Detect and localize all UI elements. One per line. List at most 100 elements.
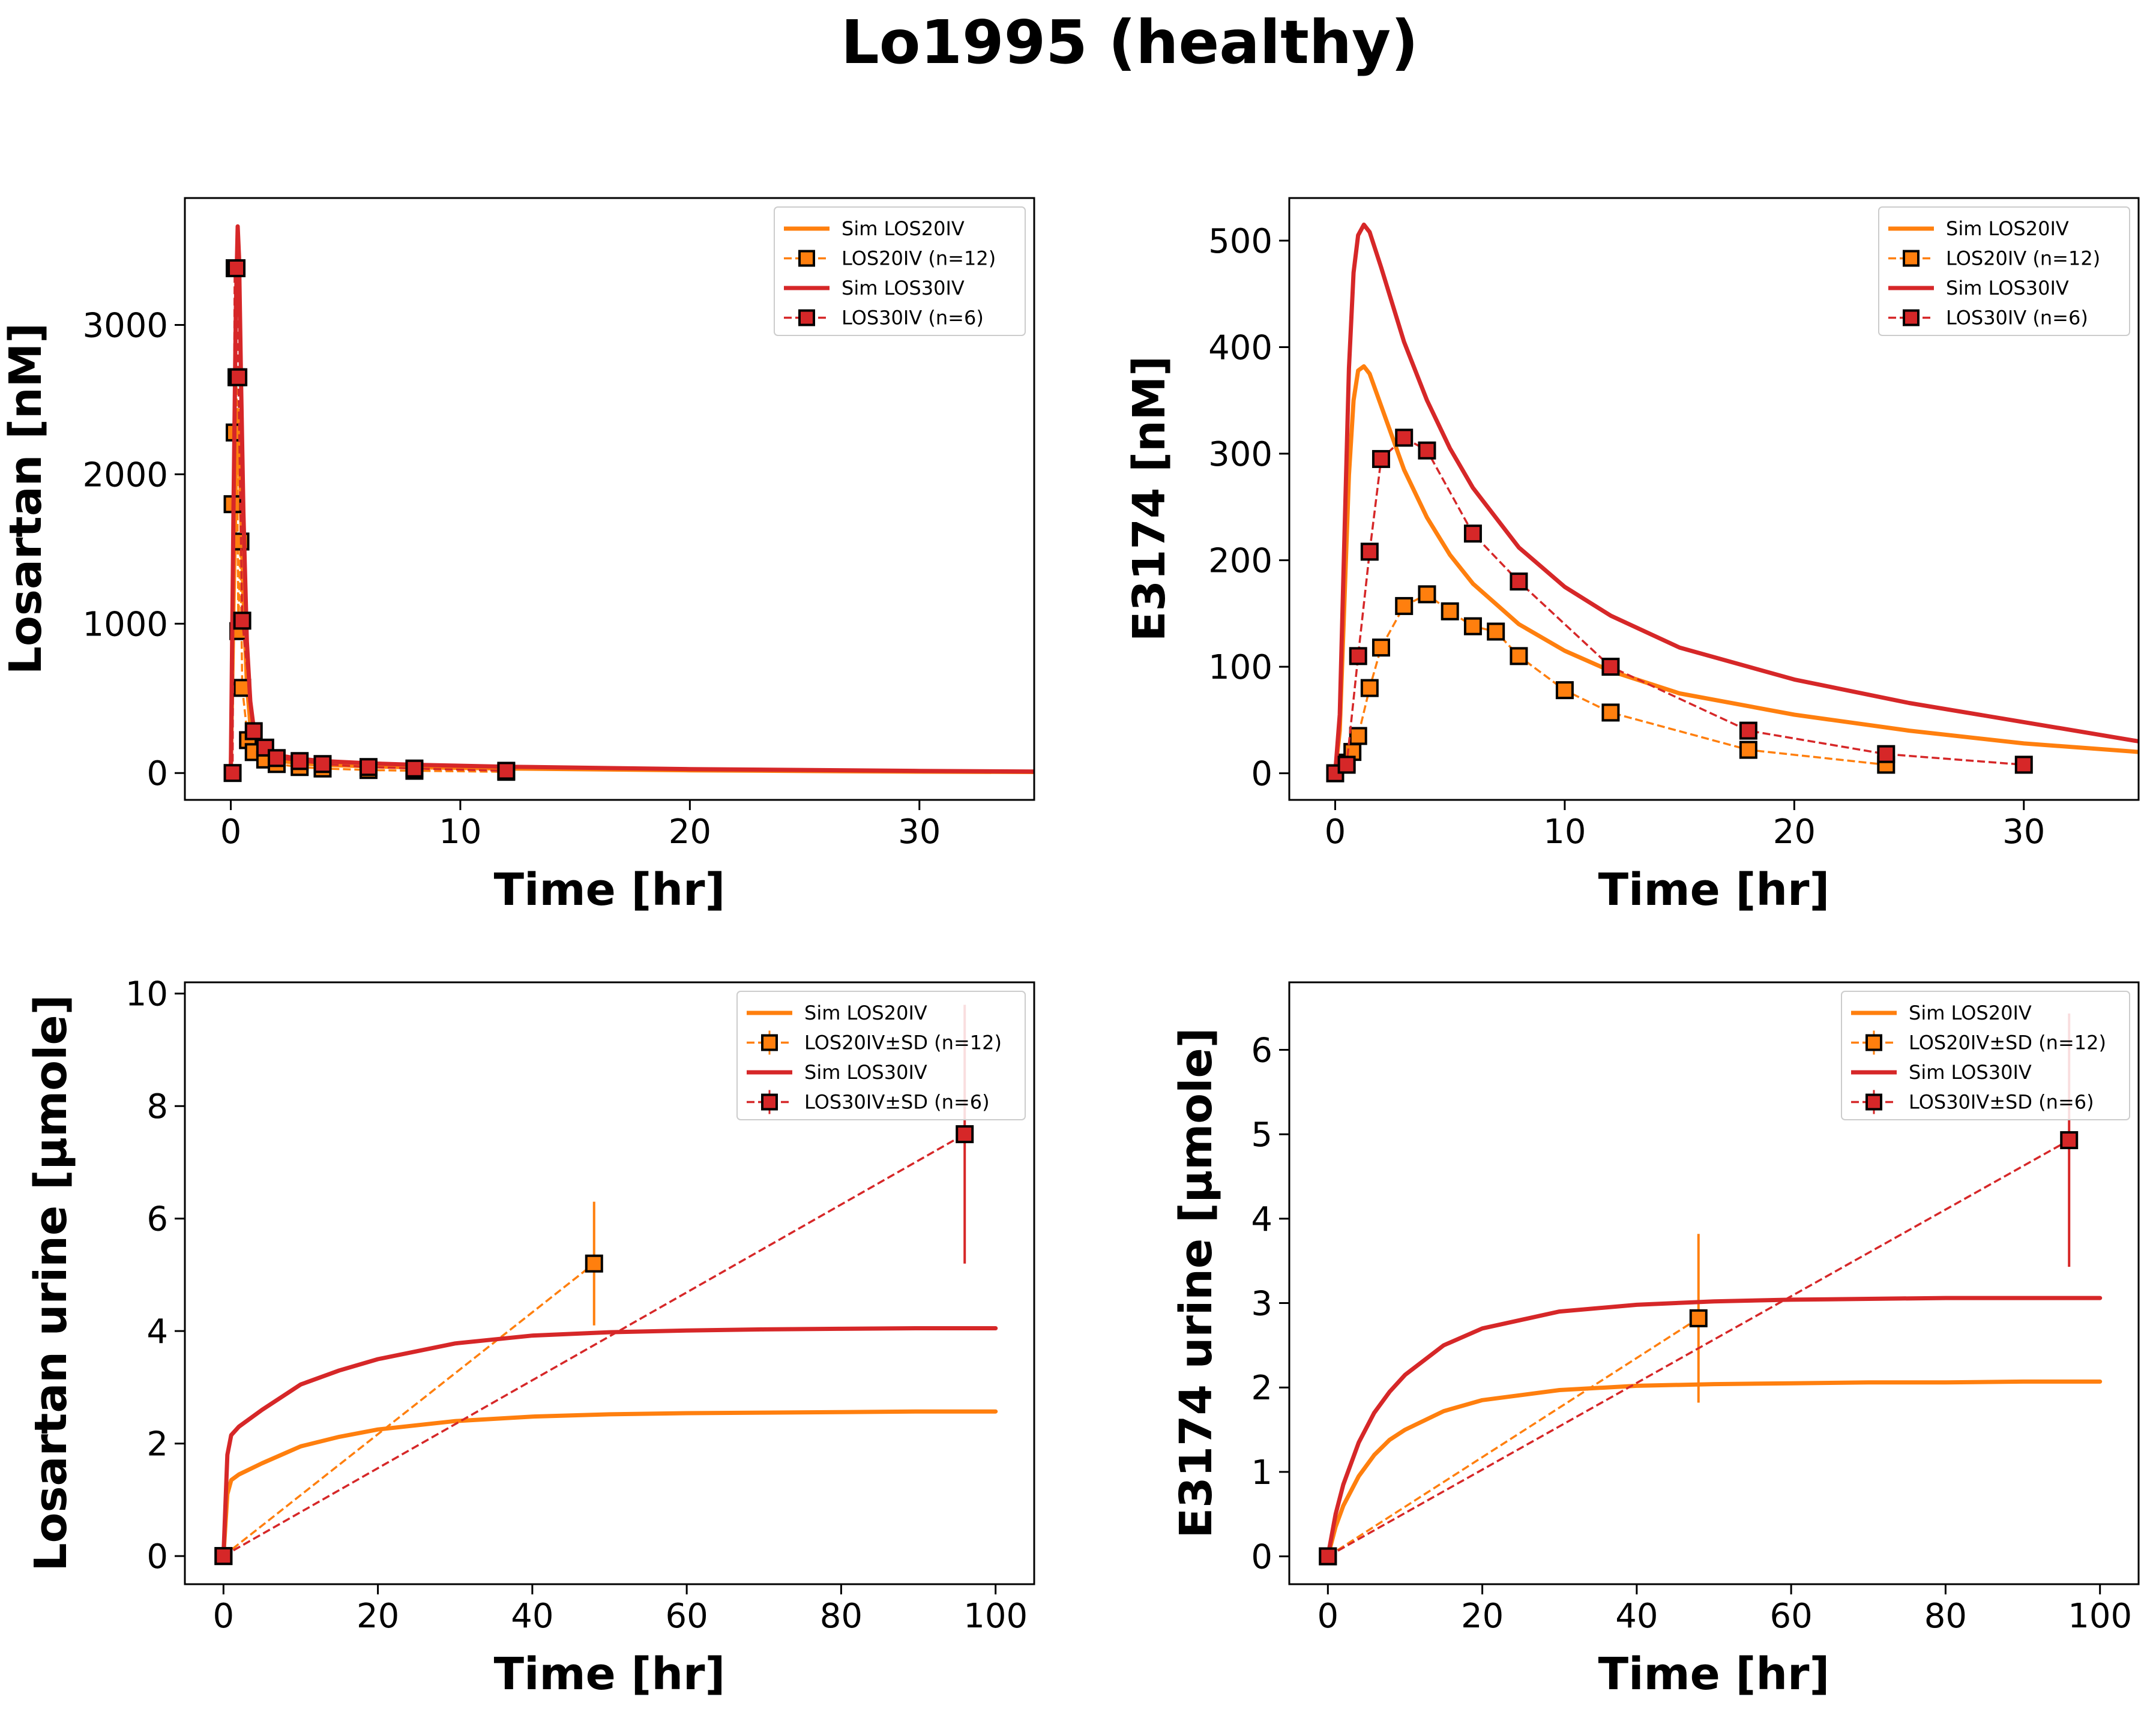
legend-marker (1903, 250, 1920, 267)
data-point (1395, 428, 1414, 447)
series-dashed-line-1 (223, 1263, 595, 1557)
data-point (1360, 679, 1379, 697)
y-tick-label: 1 (1251, 1453, 1272, 1492)
legend-entry-label: LOS20IV±SD (n=12) (804, 1032, 1002, 1054)
plot-area (1326, 222, 2139, 782)
x-tick-label: 0 (1317, 1597, 1338, 1636)
legend-entry-label: Sim LOS20IV (842, 217, 965, 240)
figure-title: Lo1995 (healthy) (841, 7, 1418, 77)
data-point (1555, 681, 1574, 700)
data-point (1395, 596, 1414, 615)
x-axis-label: Time [hr] (1598, 864, 1830, 916)
data-point (227, 259, 246, 277)
y-tick-label: 2 (1251, 1369, 1272, 1408)
legend: Sim LOS20IV LOS20IV±SD (n=12) Sim LOS30IV L… (736, 991, 1026, 1120)
x-tick-label: 20 (1461, 1597, 1504, 1636)
legend-entry-label: LOS20IV (n=12) (842, 247, 996, 270)
y-tick-label: 2 (146, 1425, 168, 1464)
x-tick-label: 20 (669, 812, 711, 851)
y-tick-label: 200 (1208, 542, 1272, 581)
y-tick-label: 100 (1208, 648, 1272, 687)
legend-box (774, 206, 1026, 336)
plot-area (1319, 1014, 2103, 1566)
axes-frame (184, 981, 1035, 1585)
series-line-0 (1333, 364, 2139, 776)
x-tick-label: 40 (511, 1597, 553, 1636)
data-point (244, 722, 263, 740)
data-point (1601, 703, 1620, 722)
x-tick-label: 10 (1543, 812, 1586, 851)
legend-entry-label: Sim LOS20IV (804, 1002, 927, 1024)
data-point (1689, 1309, 1708, 1327)
legend-marker (1865, 1034, 1882, 1051)
y-tick-label: 0 (1251, 755, 1272, 794)
y-tick-label: 4 (146, 1312, 168, 1351)
x-tick-label: 100 (2068, 1597, 2132, 1636)
y-tick-label: 4 (1251, 1200, 1272, 1239)
data-point (256, 738, 274, 757)
legend-marker (798, 309, 815, 326)
y-tick-label: 2000 (82, 455, 168, 494)
legend: Sim LOS20IV LOS20IV±SD (n=12) Sim LOS30IV L… (1841, 991, 2130, 1120)
legend-entry-label: LOS30IV±SD (n=6) (1909, 1091, 2094, 1114)
losartan-plasma-panel: 0 10 20 30 0 1000 2000 3000 Time [hr] Losartan [n… (0, 197, 1035, 916)
data-point (1372, 449, 1390, 468)
data-point (1463, 524, 1482, 543)
x-axis-label: Time [hr] (494, 1648, 726, 1700)
data-point (1739, 721, 1757, 740)
data-point (1372, 638, 1390, 657)
data-point (233, 611, 251, 630)
data-point (214, 1547, 233, 1566)
data-point (223, 764, 242, 782)
y-tick-label: 6 (146, 1200, 168, 1239)
data-point (2014, 755, 2033, 774)
data-point (2060, 1131, 2079, 1150)
series-line-2 (221, 1326, 998, 1558)
y-tick-label: 0 (1251, 1538, 1272, 1577)
data-point (1418, 441, 1436, 460)
data-point (1463, 617, 1482, 635)
legend: Sim LOS20IV LOS20IV (n=12) Sim LOS30IV LOS3… (1878, 206, 2130, 336)
legend-marker (1865, 1093, 1882, 1111)
x-tick-label: 80 (820, 1597, 863, 1636)
plot-area (223, 224, 1034, 782)
data-point (1349, 647, 1367, 665)
series-line-2 (1325, 1296, 2103, 1559)
series-line-0 (1325, 1379, 2103, 1559)
y-axis-label: Losartan [nM] (0, 323, 52, 674)
data-point (1739, 740, 1757, 759)
series-line-0 (221, 1409, 998, 1558)
legend-entry-label: Sim LOS20IV (1946, 217, 2069, 240)
series-dashed-line-1 (231, 377, 507, 773)
data-point (1319, 1547, 1337, 1566)
data-point (1360, 542, 1379, 561)
data-point (229, 368, 248, 386)
legend-marker (798, 250, 815, 267)
y-tick-label: 8 (146, 1087, 168, 1126)
x-tick-label: 100 (963, 1597, 1028, 1636)
series-line-2 (1333, 222, 2139, 776)
axes-frame (1288, 981, 2140, 1585)
x-tick-label: 60 (1770, 1597, 1813, 1636)
x-tick-label: 40 (1615, 1597, 1658, 1636)
e3174-urine-panel: 0 20 40 60 80 100 0 1 2 3 4 5 6 Time [hr] E3174 urine … (1170, 981, 2140, 1700)
axes-frame (1288, 197, 2140, 801)
data-point (267, 749, 286, 767)
x-tick-label: 30 (898, 812, 941, 851)
x-tick-label: 20 (357, 1597, 399, 1636)
y-tick-label: 400 (1208, 329, 1272, 368)
legend: Sim LOS20IV LOS20IV (n=12) Sim LOS30IV LOS3… (774, 206, 1026, 336)
data-point (1441, 602, 1459, 620)
x-tick-label: 10 (439, 812, 481, 851)
legend-entry-label: Sim LOS30IV (842, 277, 965, 299)
y-tick-label: 3000 (82, 307, 168, 346)
plot-area (214, 1005, 998, 1566)
legend-marker (761, 1093, 778, 1111)
y-tick-label: 0 (146, 1537, 168, 1576)
legend-box (1878, 206, 2130, 336)
data-point (1510, 572, 1528, 591)
x-axis-label: Time [hr] (1598, 1648, 1830, 1700)
y-tick-label: 0 (146, 754, 168, 793)
legend-marker (761, 1034, 778, 1051)
